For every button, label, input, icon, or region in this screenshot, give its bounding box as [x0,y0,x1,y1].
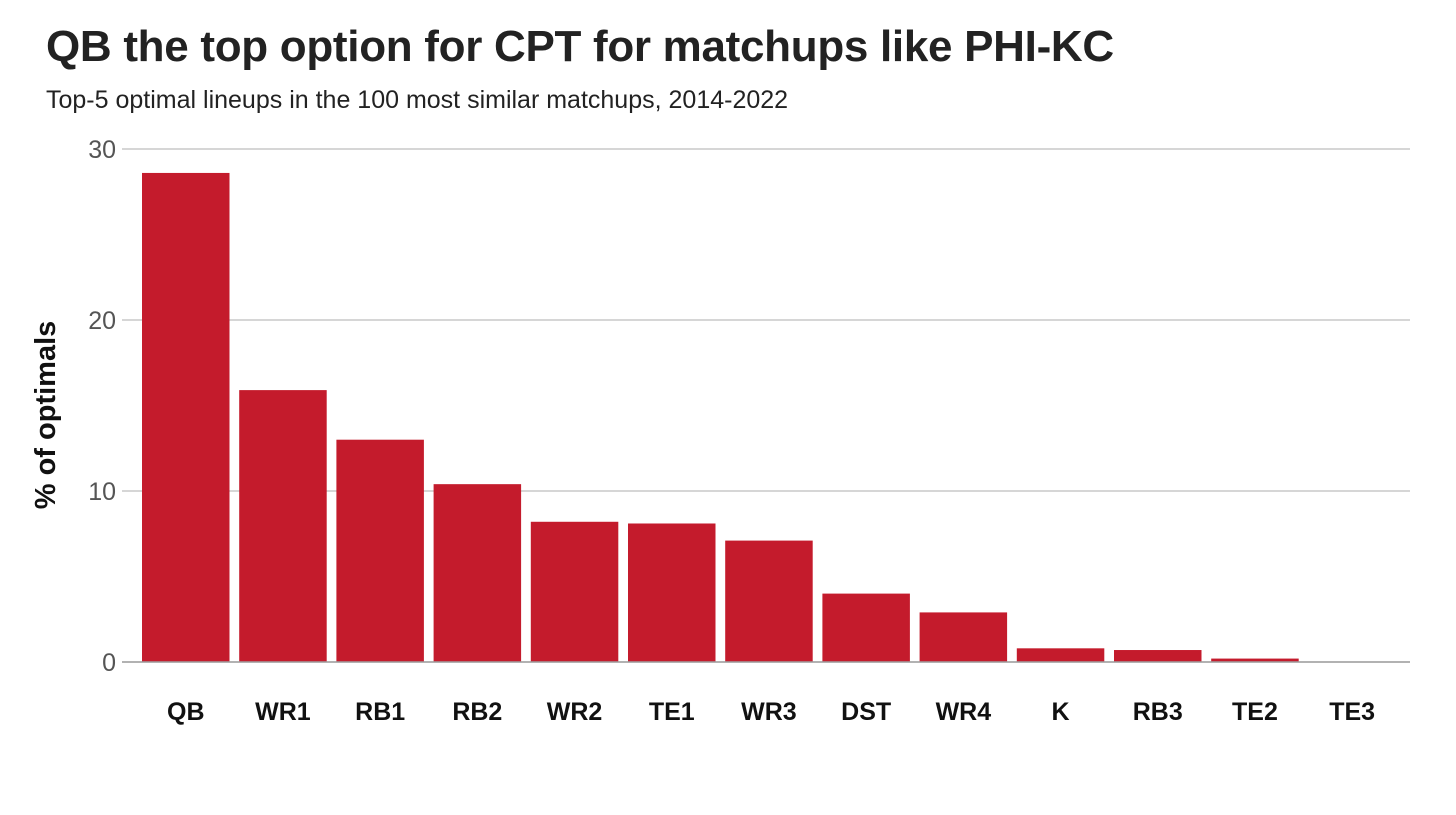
bar-rb1 [336,439,424,662]
bar-wr3 [725,540,813,662]
x-tick-label-rb3: RB3 [1133,698,1183,726]
bar-rb3 [1114,650,1202,662]
x-axis-ticks: QB WR1 RB1 RB2 WR2 TE1 WR3 DST WR4 K RB3 TE2 TE3 [167,698,1375,726]
bar-te2 [1211,658,1299,662]
bar-te1 [628,523,716,662]
x-tick-label-wr2: WR2 [547,698,603,726]
y-axis-ticks: 0 10 20 30 [88,136,116,677]
bars [122,172,1410,663]
x-tick-label-qb: QB [167,698,205,726]
bar-rb2 [433,484,522,662]
x-tick-label-te1: TE1 [649,698,695,726]
bar-wr4 [919,612,1008,662]
y-tick-label: 30 [88,136,116,164]
x-tick-label-te3: TE3 [1329,698,1375,726]
bar-wr2 [530,521,619,662]
chart-subtitle: Top-5 optimal lineups in the 100 most si… [46,86,789,114]
chart-title: QB the top option for CPT for matchups l… [46,22,1114,71]
x-tick-label-wr4: WR4 [936,698,992,726]
x-tick-label-te2: TE2 [1232,698,1278,726]
bar-qb [142,172,230,662]
x-tick-label-rb2: RB2 [452,698,502,726]
y-axis-label: % of optimals [30,321,62,510]
x-tick-label-rb1: RB1 [355,698,405,726]
x-tick-label-wr3: WR3 [741,698,797,726]
bar-k [1016,648,1105,662]
x-tick-label-wr1: WR1 [255,698,311,726]
y-tick-label: 10 [88,478,116,506]
bar-wr1 [239,390,327,662]
y-tick-label: 0 [102,649,116,677]
x-tick-label-dst: DST [841,698,891,726]
bar-dst [822,593,910,662]
y-tick-label: 20 [88,307,116,335]
x-tick-label-k: K [1052,698,1070,726]
